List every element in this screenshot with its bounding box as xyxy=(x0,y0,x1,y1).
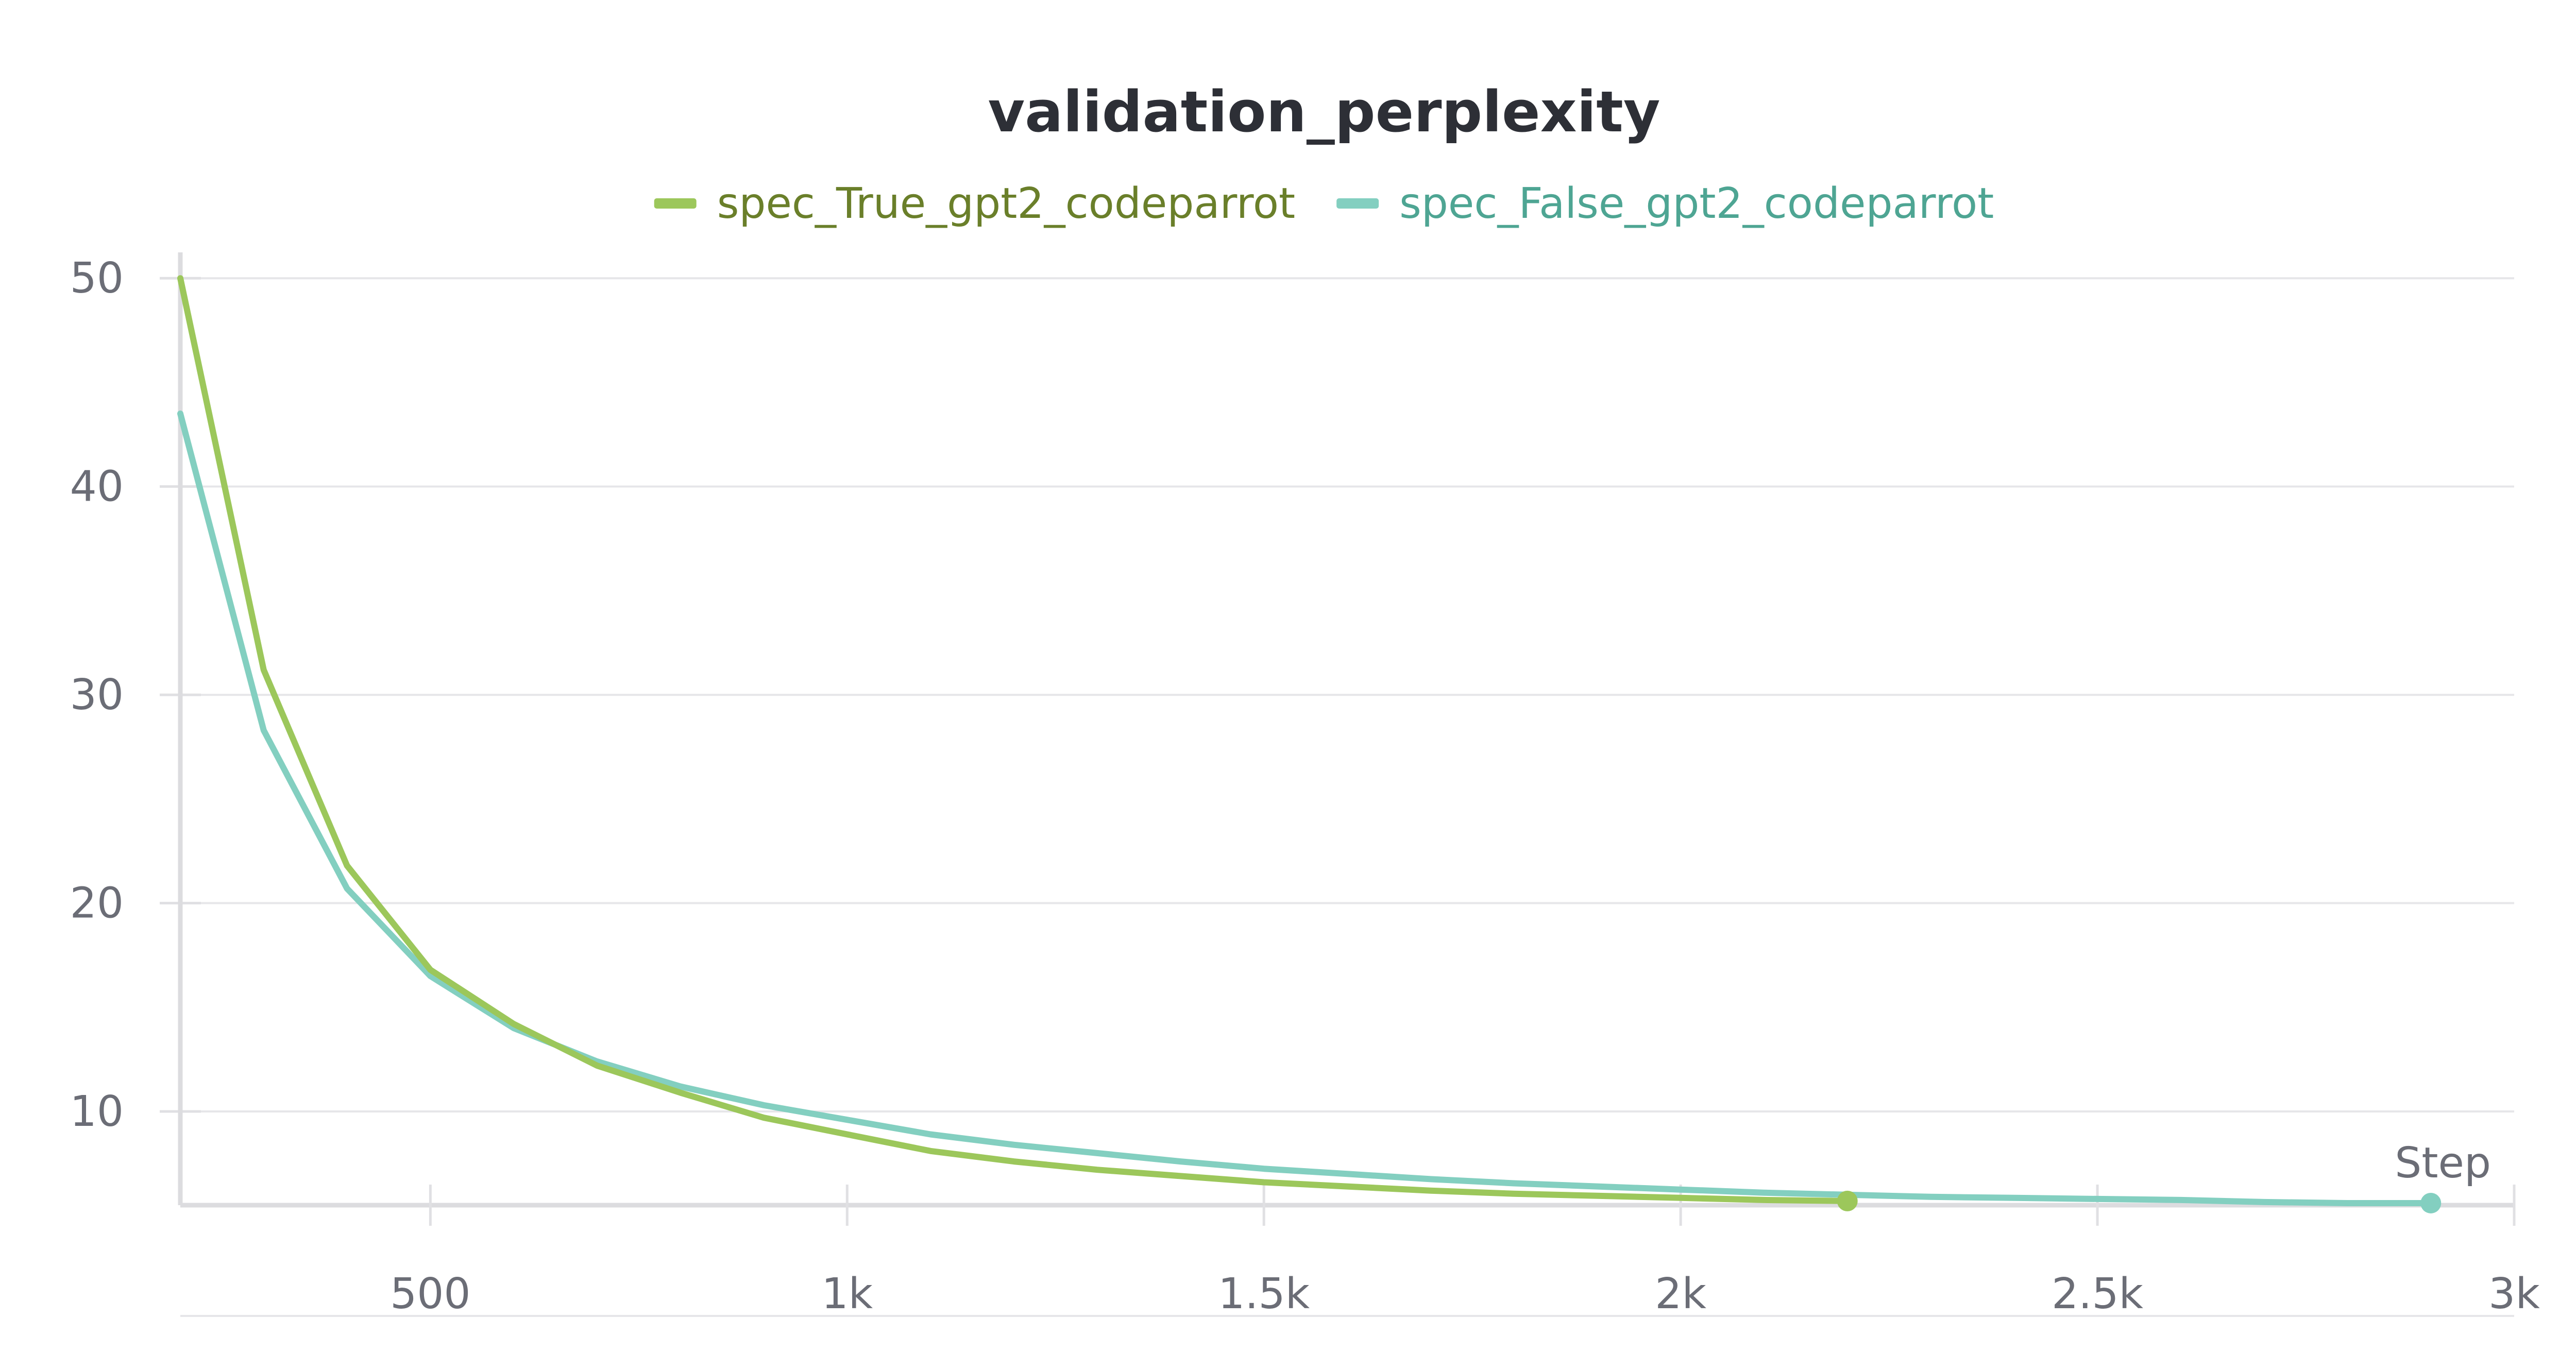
grid xyxy=(180,277,2514,1112)
legend-swatch xyxy=(654,198,697,209)
legend-swatch xyxy=(1336,198,1379,209)
x-tick-label: 1.5k xyxy=(1218,1270,1310,1318)
legend-item[interactable]: spec_True_gpt2_codeparrot xyxy=(654,179,1295,228)
y-tick-label: 50 xyxy=(70,254,124,303)
series-line[interactable] xyxy=(177,410,2434,1206)
axes xyxy=(160,252,2516,1317)
series-end-point[interactable] xyxy=(1837,1190,1858,1211)
series-line[interactable] xyxy=(177,275,1851,1204)
chart-title: validation_perplexity xyxy=(988,79,1660,145)
legend-label: spec_True_gpt2_codeparrot xyxy=(717,179,1295,228)
y-tick-label: 10 xyxy=(70,1087,124,1136)
x-tick-label: 1k xyxy=(821,1270,873,1318)
legend-item[interactable]: spec_False_gpt2_codeparrot xyxy=(1336,179,1994,228)
x-tick-label: 500 xyxy=(390,1270,471,1318)
series-lines xyxy=(177,275,2442,1213)
y-tick-label: 30 xyxy=(70,671,124,720)
series-end-point[interactable] xyxy=(2420,1192,2442,1213)
x-axis-title: Step xyxy=(2395,1139,2491,1188)
y-tick-label: 20 xyxy=(70,879,124,928)
legend-label: spec_False_gpt2_codeparrot xyxy=(1399,179,1994,228)
x-tick-label: 2.5k xyxy=(2052,1270,2143,1318)
x-tick-label: 2k xyxy=(1655,1270,1706,1318)
tick-labels: 10 20 30 40 50 500 1k 1.5k 2k 2.5k 3k xyxy=(70,254,2540,1318)
legend[interactable]: spec_True_gpt2_codeparrot spec_False_gpt2… xyxy=(654,179,1994,228)
x-tick-label: 3k xyxy=(2488,1270,2540,1318)
y-tick-label: 40 xyxy=(70,463,124,511)
